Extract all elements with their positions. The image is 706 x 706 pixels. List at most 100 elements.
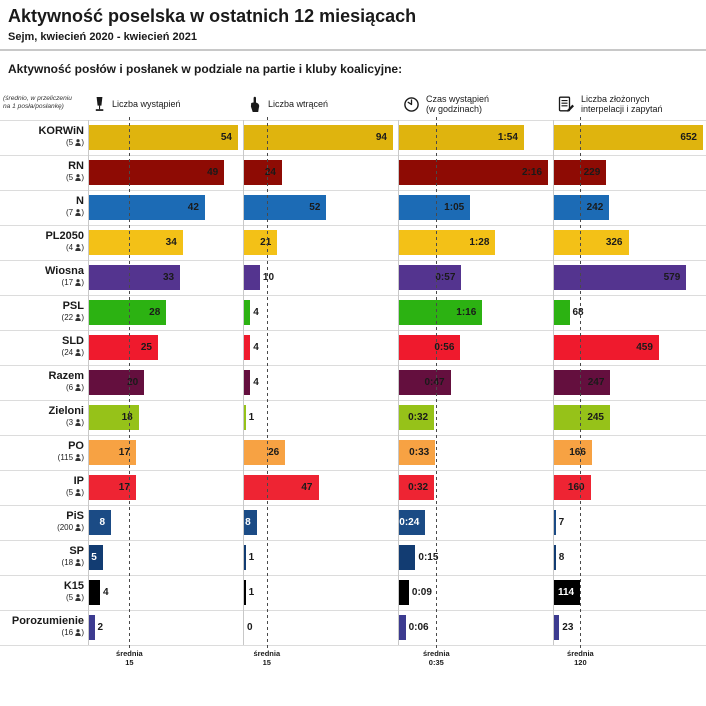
- column-baseline: [398, 120, 399, 645]
- average-dashline: [580, 117, 582, 648]
- column-header-label-line: Liczba złożonych: [581, 93, 650, 104]
- bar-value: 5: [91, 552, 97, 563]
- party-members-count: 5: [68, 488, 74, 497]
- row-separator: [0, 190, 706, 191]
- bar: [89, 475, 136, 500]
- bar-value: 166: [569, 447, 586, 458]
- bar-value: 229: [583, 167, 601, 178]
- party-members-count: 17: [64, 278, 74, 287]
- row-separator: [0, 330, 706, 331]
- bar: [399, 405, 435, 430]
- bar-value: 0: [247, 622, 253, 633]
- bar: [554, 300, 570, 325]
- party-members-count: 3: [68, 418, 74, 427]
- bar-value: 242: [586, 202, 604, 213]
- party-name: PiS: [66, 510, 84, 522]
- bar: [244, 370, 251, 395]
- bar: [399, 510, 426, 535]
- bar-value: 52: [309, 202, 321, 213]
- party-members-count: 16: [64, 628, 74, 637]
- bar: [244, 265, 260, 290]
- bar-value: 0:57: [435, 272, 456, 283]
- bar-value: 1:54: [497, 132, 518, 143]
- bar: [89, 370, 145, 395]
- bar: [89, 615, 95, 640]
- bar: [244, 475, 319, 500]
- per-member-note-line2: na 1 posła/posłankę): [3, 103, 64, 111]
- party-name: K15: [63, 580, 84, 592]
- bar: [244, 440, 286, 465]
- column-header-label: Czas wystąpień (w godzinach): [426, 94, 489, 115]
- average-value: 15: [125, 658, 134, 667]
- party-members-count: 5: [68, 138, 74, 147]
- bar-value: 23: [562, 622, 574, 633]
- party-name: Porozumienie: [11, 615, 84, 627]
- bar-value: 17: [118, 482, 130, 493]
- bar: [554, 195, 610, 220]
- bar: [554, 545, 556, 570]
- row-separator: [0, 400, 706, 401]
- column-header: Czas wystąpień (w godzinach): [403, 90, 489, 118]
- bar-value: 8: [558, 552, 565, 563]
- microphone-icon: [93, 96, 106, 113]
- average-caption: średnia: [116, 649, 143, 658]
- party-name: IP: [73, 475, 84, 487]
- bar-value: 17: [118, 447, 130, 458]
- row-separator: [0, 225, 706, 226]
- bar: [244, 335, 251, 360]
- bar-value: 0:15: [418, 552, 439, 563]
- average-dashline: [266, 117, 268, 648]
- bar-value: 20: [127, 377, 139, 388]
- column-header-label-line: interpelacji i zapytań: [581, 104, 663, 114]
- party-members-count: 5: [68, 173, 74, 182]
- row-separator: [0, 540, 706, 541]
- average-caption: średnia: [253, 649, 281, 658]
- bar: [244, 125, 393, 150]
- bar: [89, 440, 136, 465]
- bar-value: 24: [264, 167, 276, 178]
- bar-value: 26: [268, 447, 280, 458]
- bar-value: 21: [260, 237, 272, 248]
- row-separator: [0, 155, 706, 156]
- bar-value: 54: [220, 132, 232, 143]
- bar-value: 245: [587, 412, 604, 423]
- party-members: (3 ): [65, 418, 84, 427]
- bar: [399, 230, 496, 255]
- party-members-count: 24: [64, 348, 74, 357]
- bar-value: 10: [262, 272, 275, 283]
- bar-value: 326: [605, 237, 623, 248]
- bar-value: 0:47: [424, 377, 445, 388]
- party-name: Zieloni: [48, 405, 84, 417]
- row-separator: [0, 645, 706, 646]
- party-members-count: 7: [68, 208, 74, 217]
- column-baseline: [243, 120, 244, 645]
- party-members-count: 6: [68, 383, 74, 392]
- party-name: KORWiN: [38, 125, 84, 137]
- bar-value: 42: [187, 202, 199, 213]
- bar-value: 652: [680, 132, 697, 143]
- bar-value: 25: [140, 342, 152, 353]
- bar: [554, 440, 592, 465]
- bar-value: 8: [99, 517, 106, 528]
- party-name: Wiosna: [44, 265, 84, 277]
- bar: [399, 125, 524, 150]
- bar: [89, 335, 158, 360]
- bar: [244, 300, 251, 325]
- row-separator: [0, 435, 706, 436]
- party-members: (7 ): [65, 208, 84, 217]
- bar: [89, 580, 100, 605]
- party-members: (6 ): [65, 383, 84, 392]
- row-separator: [0, 120, 706, 121]
- bar-value: 34: [165, 237, 177, 248]
- average-value: 15: [262, 658, 271, 667]
- party-members: (115 ): [57, 453, 84, 462]
- bar-value: 0:09: [411, 587, 432, 598]
- column-header: Liczba złożonych interpelacji i zapytań: [558, 90, 663, 118]
- bar-value: 4: [103, 587, 109, 598]
- row-separator: [0, 295, 706, 296]
- party-members-count: 115: [60, 453, 74, 462]
- bar-value: 0:06: [408, 622, 429, 633]
- bar-value: 4: [253, 342, 259, 353]
- bar: [554, 475, 591, 500]
